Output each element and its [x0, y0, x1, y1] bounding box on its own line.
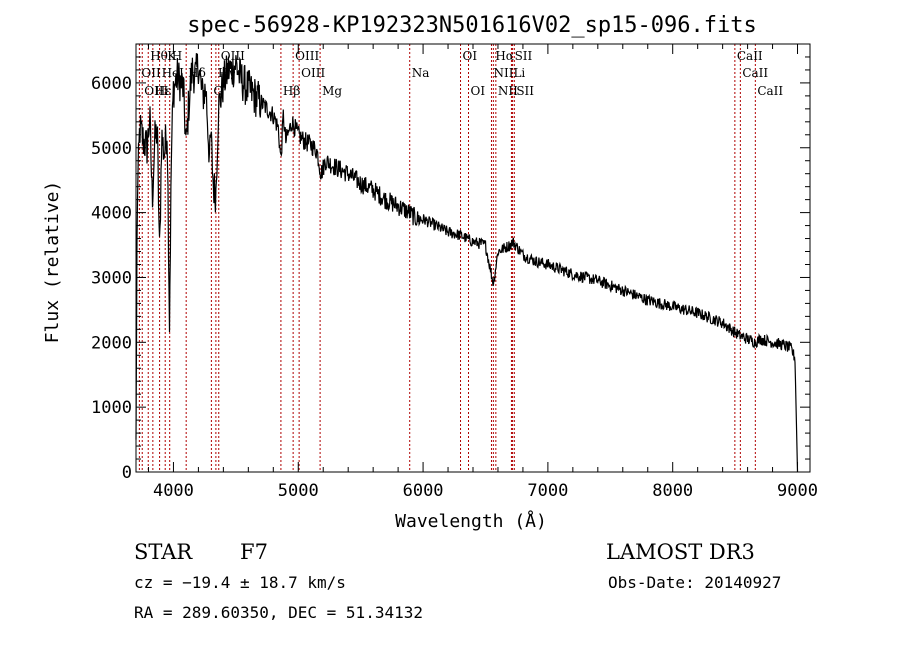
observation-date: Obs-Date: 20140927	[608, 573, 782, 592]
spectral-line-label: CaII	[742, 66, 768, 80]
spectral-line-label: CaII	[757, 84, 783, 98]
y-tick-label: 0	[122, 463, 132, 483]
axis-ticks: 4000 5000 6000 7000 8000 9000 0 1000 2000 3000 400…	[91, 44, 818, 501]
spectral-line-label: OIII	[301, 66, 325, 80]
x-tick-label: 5000	[278, 481, 319, 501]
y-axis-label: Flux (relative)	[42, 181, 63, 344]
plot-frame	[135, 43, 811, 473]
spectral-line-label: H	[172, 49, 182, 63]
spectral-line-label: OIII	[295, 49, 319, 63]
spectral-line-label: SII	[515, 49, 533, 63]
spectral-line-label: SII	[516, 84, 534, 98]
x-tick-label: 9000	[777, 481, 818, 501]
y-tick-label: 2000	[91, 333, 132, 353]
spectral-line-label: NII	[498, 84, 518, 98]
spectral-line-label: OI	[471, 84, 486, 98]
chart-title: spec-56928-KP192323N501616V02_sp15-096.f…	[187, 13, 757, 38]
spectral-line-markers	[138, 44, 756, 472]
spectral-line-label: Hα	[495, 49, 514, 63]
y-tick-label: 4000	[91, 204, 132, 224]
y-tick-label: 3000	[91, 268, 132, 288]
y-tick-label: 6000	[91, 74, 132, 94]
coordinates: RA = 289.60350, DEC = 51.34132	[134, 603, 423, 622]
spectral-line-label: K	[167, 49, 177, 63]
x-axis-label: Wavelength (Å)	[395, 510, 547, 532]
y-tick-label: 1000	[91, 398, 132, 418]
spectral-line-label: Hθ	[150, 49, 168, 63]
spectral-line-label: OI	[463, 49, 478, 63]
spectral-line-label: OIII	[144, 84, 168, 98]
spectrum-chart: spec-56928-KP192323N501616V02_sp15-096.f…	[42, 13, 818, 532]
x-tick-label: 4000	[153, 481, 194, 501]
x-tick-label: 6000	[403, 481, 444, 501]
spectral-line-label: Mg	[322, 84, 342, 98]
survey-name: LAMOST DR3	[606, 540, 755, 564]
spectral-line-label: G	[213, 84, 223, 98]
spectrum-line	[135, 53, 799, 473]
redshift-cz: cz = −19.4 ± 18.7 km/s	[134, 573, 346, 592]
spectral-line-label: CaII	[737, 49, 763, 63]
y-tick-label: 5000	[91, 139, 132, 159]
spectral-line-label: Hβ	[283, 84, 300, 98]
x-tick-label: 7000	[527, 481, 568, 501]
object-class: STAR	[134, 540, 193, 564]
spectral-line-label: Li	[513, 66, 525, 80]
spectral-line-label: Hε	[155, 84, 172, 98]
spectral-line-label: OII	[141, 66, 161, 80]
object-subclass: F7	[240, 540, 268, 564]
spectral-line-label: NII	[493, 66, 513, 80]
spectral-line-label: Na	[412, 66, 430, 80]
x-tick-label: 8000	[652, 481, 693, 501]
